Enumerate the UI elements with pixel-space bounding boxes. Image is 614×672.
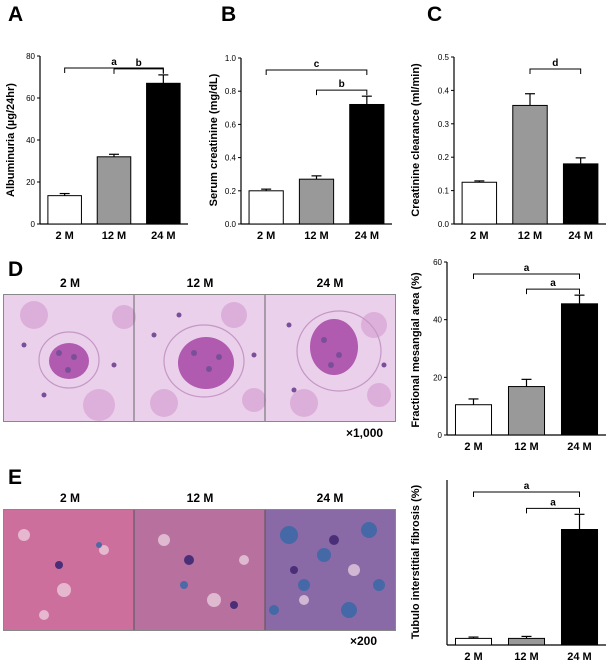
chart-c-sig-label: d bbox=[552, 58, 558, 69]
chart-c-ylabel: Creatinine clearance (ml/min) bbox=[410, 63, 422, 217]
chart-d-category-label: 12 M bbox=[514, 441, 538, 453]
chart-a-ytick-label: 20 bbox=[26, 178, 35, 187]
chart-d-sig-bracket bbox=[526, 288, 580, 295]
chart-d-bar bbox=[507, 386, 546, 436]
chart-b-bar bbox=[349, 103, 385, 225]
chart-e-sig-label: a bbox=[524, 481, 530, 492]
chart-b-sig-label: b bbox=[339, 79, 345, 90]
chart-a-sig-bracket bbox=[113, 68, 164, 74]
chart-c-sig-bracket bbox=[529, 68, 582, 74]
chart-e-category-label: 24 M bbox=[567, 651, 591, 663]
micrograph-d-magnification: ×1,000 bbox=[346, 426, 384, 440]
chart-e-category-label: 2 M bbox=[464, 651, 482, 663]
chart-d-sig-bracket bbox=[473, 273, 580, 279]
chart-d-ytick-label: 60 bbox=[433, 258, 442, 267]
chart-d-bar bbox=[454, 404, 493, 436]
chart-a-category-label: 2 M bbox=[55, 230, 73, 242]
chart-c-ytick-label: 0.5 bbox=[438, 53, 450, 62]
chart-b-ytick-label: 0.2 bbox=[225, 187, 237, 196]
chart-e-bar bbox=[560, 529, 599, 646]
chart-d-ylabel: Fractional mesangial area (%) bbox=[410, 272, 422, 428]
chart-a-category-label: 12 M bbox=[102, 230, 126, 242]
micrograph-d-svg bbox=[4, 295, 395, 421]
chart-b-category-label: 12 M bbox=[304, 230, 328, 242]
chart-d-sig-label: a bbox=[550, 278, 556, 289]
chart-b-sig-bracket bbox=[316, 89, 368, 96]
chart-e-sig-bracket bbox=[473, 491, 580, 497]
chart-b-category-label: 24 M bbox=[355, 230, 379, 242]
micrograph-d-header-12m: 12 M bbox=[186, 276, 214, 290]
chart-c-bar bbox=[461, 181, 498, 225]
chart-c-ytick-label: 0.4 bbox=[438, 86, 450, 95]
chart-c-category-label: 2 M bbox=[470, 230, 488, 242]
panel-label-e: E bbox=[8, 466, 23, 489]
micrograph-e-magnification: ×200 bbox=[350, 634, 378, 648]
chart-a-ytick-label: 80 bbox=[26, 52, 35, 61]
chart-a-bar bbox=[47, 195, 82, 225]
chart-b-ytick-label: 0.6 bbox=[225, 120, 237, 129]
chart-c-ytick-label: 0.3 bbox=[438, 120, 450, 129]
chart-e-category-label: 12 M bbox=[514, 651, 538, 663]
chart-d-ytick-label: 20 bbox=[433, 373, 442, 382]
chart-d-ytick-label: 0 bbox=[438, 431, 443, 440]
chart-d-category-label: 24 M bbox=[567, 441, 591, 453]
chart-b-sig-bracket bbox=[265, 69, 368, 75]
micrograph-e-header-24m: 24 M bbox=[316, 491, 344, 505]
chart-a-ylabel: Albuminuria (µg/24hr) bbox=[5, 83, 17, 197]
chart-b-bar bbox=[298, 178, 335, 225]
micrograph-e-header-12m: 12 M bbox=[186, 491, 214, 505]
chart-d-sig-label: a bbox=[524, 263, 530, 274]
chart-c-bar bbox=[512, 104, 548, 225]
chart-e-ylabel: Tubulo interstitial fibrosis (%) bbox=[410, 484, 422, 639]
micrograph-e-image bbox=[3, 509, 396, 631]
micrograph-d-header-2m: 2 M bbox=[59, 276, 80, 290]
chart-c-category-label: 12 M bbox=[518, 230, 542, 242]
micrograph-e-svg bbox=[4, 510, 395, 630]
chart-b-ytick-label: 0.0 bbox=[225, 220, 237, 229]
chart-c-category-label: 24 M bbox=[568, 230, 592, 242]
chart-b-bar bbox=[248, 190, 284, 225]
chart-a-category-label: 24 M bbox=[151, 230, 175, 242]
micrograph-e-header-2m: 2 M bbox=[59, 491, 80, 505]
chart-a-ytick-label: 0 bbox=[31, 220, 36, 229]
chart-d-bar bbox=[560, 303, 599, 436]
chart-a-sig-label: b bbox=[136, 58, 142, 69]
chart-a-ytick-label: 40 bbox=[26, 136, 35, 145]
chart-c-ytick-label: 0.1 bbox=[438, 187, 450, 196]
chart-e-bar bbox=[454, 637, 493, 646]
chart-c-ytick-label: 0.2 bbox=[438, 153, 450, 162]
micrograph-d-header-24m: 24 M bbox=[316, 276, 344, 290]
chart-a-ytick-label: 60 bbox=[26, 94, 35, 103]
chart-b-sig-label: c bbox=[314, 59, 320, 70]
chart-c-ytick-label: 0.0 bbox=[438, 220, 450, 229]
panel-label-d: D bbox=[8, 258, 24, 281]
chart-b-ytick-label: 0.4 bbox=[225, 154, 237, 163]
chart-e-sig-bracket bbox=[526, 507, 580, 514]
chart-c-bar bbox=[562, 163, 599, 225]
chart-d-ytick-label: 40 bbox=[433, 316, 442, 325]
chart-b-ytick-label: 1.0 bbox=[225, 54, 237, 63]
panel-label-c: C bbox=[427, 3, 443, 26]
chart-d-category-label: 2 M bbox=[464, 441, 482, 453]
chart-b-category-label: 2 M bbox=[257, 230, 275, 242]
chart-a-bar bbox=[146, 82, 181, 225]
panel-label-a: A bbox=[8, 3, 24, 26]
chart-a-bar bbox=[96, 156, 132, 225]
chart-a-sig-label: a bbox=[111, 57, 117, 68]
chart-b-ytick-label: 0.8 bbox=[225, 87, 237, 96]
chart-e-bar bbox=[507, 637, 546, 646]
micrograph-d-image bbox=[3, 294, 396, 422]
chart-b-ylabel: Serum creatinine (mg/dL) bbox=[208, 73, 220, 206]
chart-e-sig-label: a bbox=[550, 497, 556, 508]
panel-label-b: B bbox=[221, 3, 237, 26]
